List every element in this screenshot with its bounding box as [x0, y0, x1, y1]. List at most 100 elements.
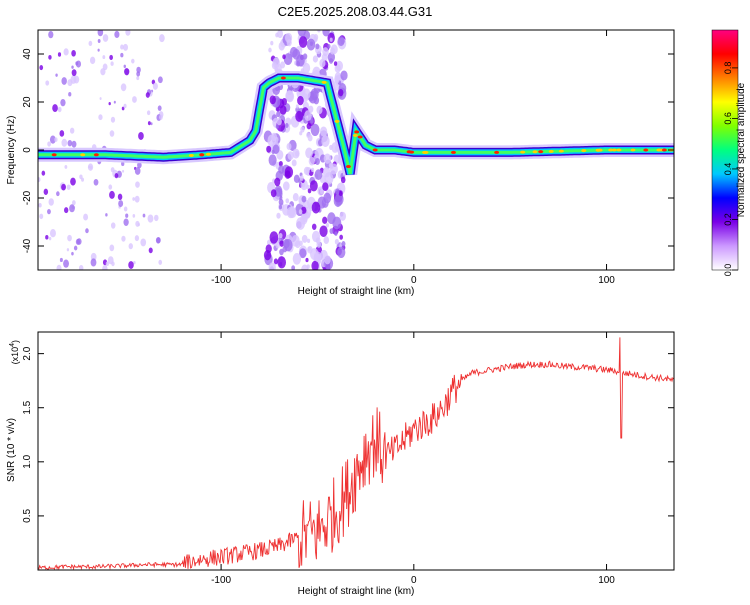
spectrogram-ytick-label: -20	[22, 190, 33, 205]
noise-blob	[300, 126, 305, 133]
ridge-hotspot	[494, 150, 500, 154]
noise-blob	[308, 156, 315, 166]
noise-blob	[291, 265, 296, 270]
noise-blob	[109, 130, 115, 137]
noise-blob	[296, 217, 306, 230]
noise-blob	[269, 95, 276, 105]
noise-blob	[140, 238, 147, 247]
spectrogram-xtick-label: -100	[211, 275, 231, 286]
noise-blob	[286, 142, 292, 150]
noise-blob	[70, 177, 76, 186]
noise-blob	[305, 147, 313, 159]
noise-blob	[286, 39, 292, 47]
noise-blob	[124, 68, 130, 76]
noise-blob	[93, 178, 99, 186]
noise-blob	[47, 141, 51, 147]
noise-blob	[110, 222, 116, 229]
noise-blob	[276, 117, 282, 126]
noise-blob	[136, 66, 141, 74]
noise-blob	[98, 114, 103, 121]
noise-blob	[274, 177, 281, 187]
noise-blob	[329, 144, 333, 151]
noise-blob	[102, 34, 109, 42]
noise-blob	[278, 160, 283, 167]
noise-blob	[109, 244, 115, 252]
noise-blob	[279, 248, 284, 256]
noise-blob	[69, 127, 75, 134]
spectrogram-panel: -100 0 100 40 20 0 -20 -40 Height of straight l…	[6, 29, 675, 297]
noise-blob	[334, 64, 341, 73]
snr-plot-area	[38, 332, 674, 570]
noise-blob	[120, 52, 124, 58]
noise-blob	[319, 225, 328, 237]
spectrogram-ytick-label: 0	[22, 147, 33, 153]
noise-blob	[132, 96, 137, 103]
noise-blob	[38, 177, 41, 183]
noise-blob	[298, 240, 303, 247]
noise-blob	[159, 34, 165, 43]
noise-blob	[316, 241, 322, 248]
noise-blob	[102, 55, 106, 60]
noise-blob	[67, 79, 73, 87]
noise-blob	[102, 264, 108, 270]
noise-blob	[271, 132, 278, 142]
noise-blob	[334, 193, 344, 206]
noise-blob	[148, 247, 153, 254]
noise-blob	[157, 76, 163, 84]
noise-blob	[268, 262, 276, 270]
spectrogram-ylabel: Frequency (Hz)	[6, 116, 17, 185]
noise-blob	[293, 174, 300, 184]
noise-blob	[305, 212, 311, 219]
noise-blob	[121, 161, 125, 167]
ridge-hotspot	[532, 150, 538, 154]
noise-blob	[152, 82, 158, 90]
colorbar-tick-label: 0.6	[723, 112, 733, 125]
noise-blob	[275, 124, 279, 129]
noise-blob	[67, 234, 72, 242]
noise-blob	[314, 157, 320, 165]
noise-blob	[55, 73, 58, 77]
noise-blob	[71, 251, 74, 256]
noise-blob	[88, 40, 93, 47]
ridge-hotspot	[93, 153, 99, 157]
noise-blob	[335, 188, 340, 195]
chart-title: C2E5.2025.208.03.44.G31	[278, 4, 433, 19]
noise-blob	[340, 70, 348, 81]
noise-blob	[45, 234, 49, 240]
noise-blob	[341, 241, 346, 247]
noise-blob	[89, 165, 93, 170]
noise-blob	[79, 174, 83, 180]
noise-blob	[276, 111, 281, 118]
noise-blob	[317, 30, 321, 33]
noise-blob	[146, 110, 151, 116]
noise-blob	[121, 235, 126, 242]
noise-blob	[38, 203, 42, 208]
noise-blob	[268, 154, 277, 166]
snr-ytick-label: 1.0	[22, 454, 33, 468]
noise-blob	[128, 261, 134, 269]
noise-blob	[122, 169, 125, 173]
noise-blob	[64, 164, 68, 169]
noise-blob	[278, 204, 283, 210]
noise-blob	[291, 235, 300, 247]
noise-blob	[278, 198, 284, 206]
ridge-hotspot	[608, 148, 614, 152]
noise-blob	[134, 166, 141, 175]
noise-blob	[48, 54, 52, 60]
ridge-hotspot	[538, 150, 544, 154]
noise-blob	[329, 228, 334, 234]
noise-blob	[76, 238, 82, 245]
noise-blob	[302, 88, 311, 100]
noise-blob	[132, 214, 136, 218]
noise-blob	[110, 61, 114, 66]
ridge-hotspot	[616, 148, 622, 152]
noise-blob	[334, 231, 338, 236]
ridge-hotspot	[630, 148, 636, 152]
snr-frame	[37, 331, 675, 571]
noise-blob	[307, 188, 312, 194]
noise-blob	[309, 41, 314, 46]
noise-blob	[322, 182, 329, 192]
noise-blob	[57, 106, 62, 113]
noise-blob	[303, 166, 310, 176]
noise-blob	[333, 61, 338, 66]
